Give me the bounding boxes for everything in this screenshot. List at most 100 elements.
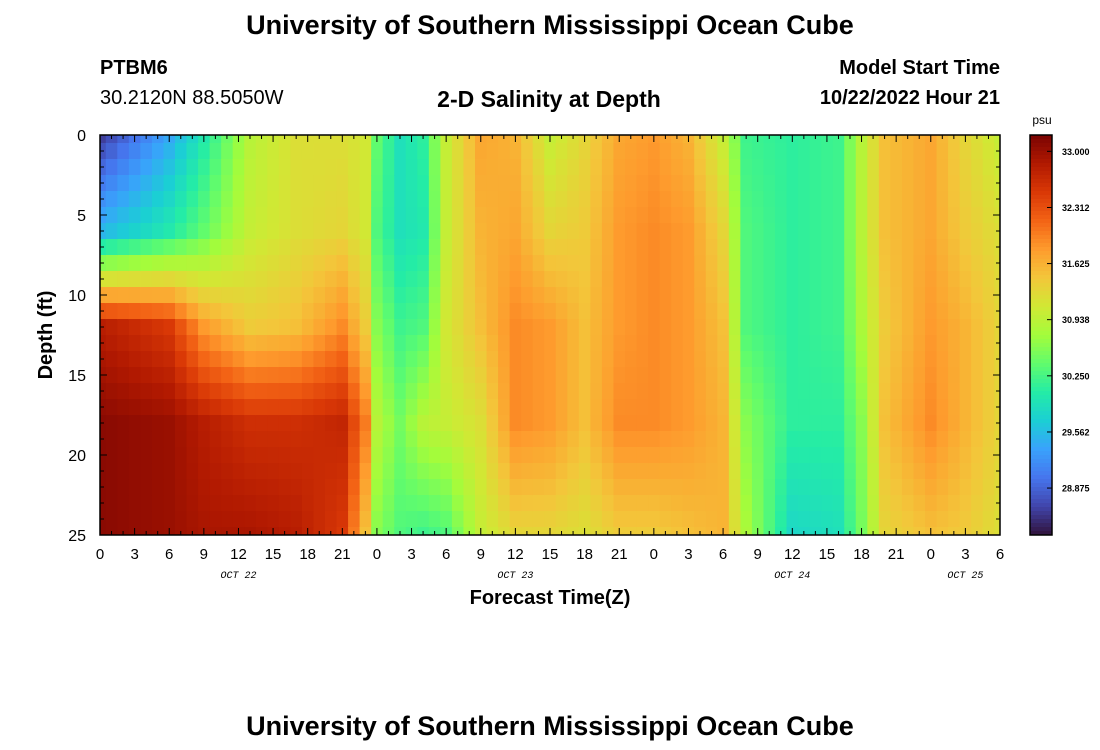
- heatmap-cell: [890, 303, 903, 320]
- heatmap-cell: [451, 135, 465, 144]
- heatmap-cell: [336, 223, 349, 240]
- heatmap-cell: [636, 135, 649, 144]
- heatmap-cell: [555, 191, 568, 208]
- heatmap-cell: [451, 207, 465, 224]
- heatmap-cell: [901, 319, 915, 336]
- heatmap-cell: [786, 463, 799, 480]
- heatmap-cell: [555, 287, 568, 304]
- heatmap-cell: [763, 135, 776, 144]
- heatmap-cell: [382, 351, 395, 368]
- heatmap-cell: [290, 143, 303, 160]
- heatmap-cell: [705, 271, 718, 288]
- heatmap-cell: [128, 223, 141, 240]
- heatmap-cell: [544, 511, 557, 528]
- colorbar-segment: [1030, 391, 1052, 396]
- heatmap-cell: [348, 335, 361, 352]
- heatmap-cell: [105, 175, 118, 192]
- heatmap-cell: [163, 223, 176, 240]
- heatmap-cell: [394, 319, 407, 336]
- heatmap-cell: [717, 191, 730, 208]
- heatmap-cell: [521, 463, 534, 480]
- heatmap-cell: [440, 431, 453, 448]
- heatmap-cell: [244, 495, 257, 512]
- heatmap-cell: [636, 223, 649, 240]
- heatmap-cell: [100, 135, 107, 144]
- heatmap-cell: [405, 207, 418, 224]
- heatmap-cell: [659, 511, 672, 528]
- heatmap-cell: [890, 159, 903, 176]
- heatmap-cell: [775, 399, 788, 416]
- heatmap-cell: [705, 367, 718, 384]
- heatmap-cell: [544, 303, 557, 320]
- colorbar-segment: [1030, 435, 1052, 440]
- heatmap-cell: [925, 479, 938, 496]
- heatmap-cell: [267, 479, 280, 496]
- heatmap-cell: [544, 319, 557, 336]
- heatmap-cell: [705, 463, 718, 480]
- heatmap-cell: [925, 495, 938, 512]
- heatmap-cell: [382, 447, 395, 464]
- heatmap-cell: [417, 367, 430, 384]
- heatmap-cell: [982, 431, 995, 448]
- heatmap-cell: [567, 351, 580, 368]
- heatmap-cell: [417, 271, 430, 288]
- heatmap-cell: [325, 271, 338, 288]
- heatmap-cell: [278, 431, 291, 448]
- heatmap-cell: [475, 495, 488, 512]
- heatmap-cell: [440, 511, 453, 528]
- colorbar-segment: [1030, 191, 1052, 196]
- heatmap-cell: [717, 143, 730, 160]
- colorbar-segment: [1030, 467, 1052, 472]
- heatmap-cell: [728, 159, 741, 176]
- heatmap-cell: [532, 255, 545, 272]
- x-tick-label: 3: [407, 546, 415, 563]
- heatmap-cell: [348, 255, 361, 272]
- heatmap-cell: [128, 255, 141, 272]
- heatmap-cell: [717, 271, 730, 288]
- heatmap-cell: [163, 431, 176, 448]
- heatmap-cell: [463, 239, 476, 256]
- heatmap-cell: [682, 431, 695, 448]
- heatmap-cell: [325, 191, 338, 208]
- heatmap-cell: [336, 319, 349, 336]
- heatmap-cell: [451, 239, 465, 256]
- heatmap-cell: [763, 415, 776, 432]
- heatmap-cell: [128, 463, 141, 480]
- heatmap-cell: [832, 351, 845, 368]
- heatmap-cell: [636, 479, 649, 496]
- heatmap-cell: [186, 399, 199, 416]
- heatmap-cell: [751, 351, 765, 368]
- heatmap-cell: [925, 511, 938, 528]
- heatmap-cell: [925, 143, 938, 160]
- heatmap-cell: [913, 415, 926, 432]
- heatmap-cell: [140, 287, 153, 304]
- colorbar-segment: [1030, 203, 1052, 208]
- heatmap-cell: [694, 463, 707, 480]
- heatmap-cell: [348, 495, 361, 512]
- heatmap-cell: [601, 303, 615, 320]
- heatmap-cell: [648, 495, 661, 512]
- heatmap-cell: [832, 207, 845, 224]
- heatmap-cell: [255, 479, 268, 496]
- heatmap-cell: [532, 415, 545, 432]
- heatmap-cell: [382, 239, 395, 256]
- heatmap-cell: [348, 383, 361, 400]
- heatmap-cell: [532, 239, 545, 256]
- heatmap-cell: [278, 255, 291, 272]
- heatmap-cell: [428, 239, 441, 256]
- heatmap-cell: [140, 351, 153, 368]
- heatmap-cell: [521, 191, 534, 208]
- heatmap-cell: [798, 479, 811, 496]
- heatmap-cell: [555, 463, 568, 480]
- heatmap-cell: [428, 303, 441, 320]
- colorbar-segment: [1030, 247, 1052, 252]
- heatmap-cell: [763, 191, 776, 208]
- heatmap-cell: [186, 175, 199, 192]
- heatmap-cell: [221, 335, 234, 352]
- heatmap-cell: [567, 255, 580, 272]
- heatmap-cell: [740, 223, 753, 240]
- heatmap-cell: [590, 495, 603, 512]
- heatmap-cell: [682, 367, 695, 384]
- heatmap-cell: [590, 399, 603, 416]
- heatmap-cell: [498, 335, 511, 352]
